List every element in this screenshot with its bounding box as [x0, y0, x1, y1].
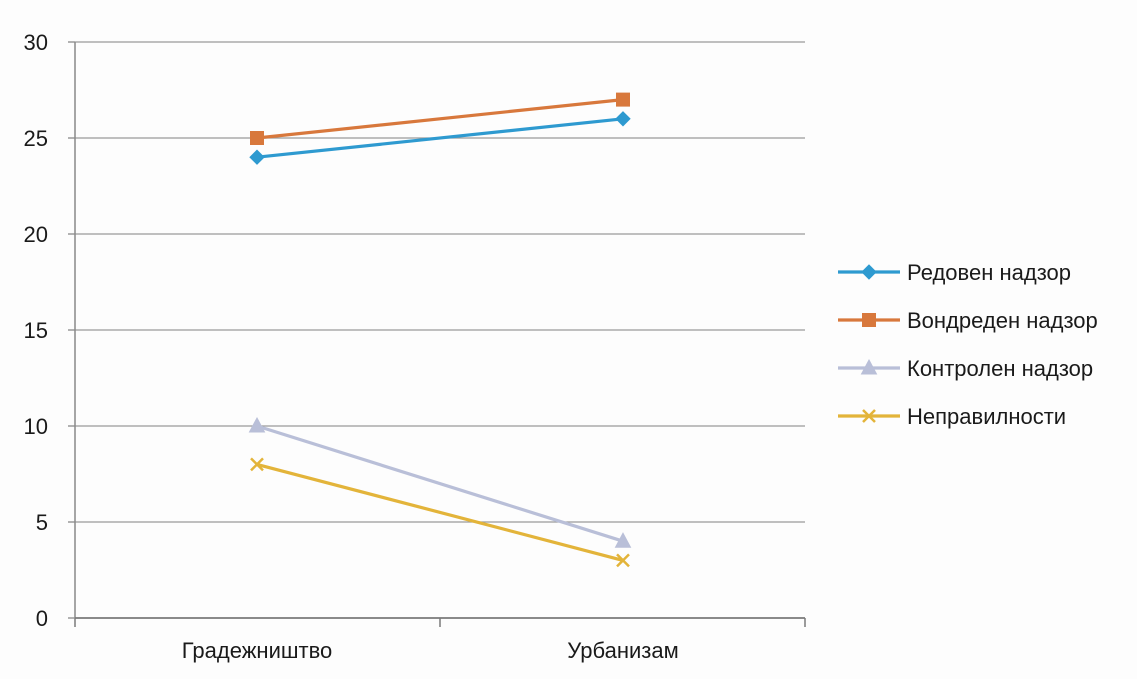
y-tick-label: 10 [24, 414, 48, 439]
series-4-line [256, 462, 624, 562]
legend: Редовен надзор Вондреден надзор Контролен … [838, 260, 1098, 429]
series-2-line [256, 98, 624, 140]
legend-item-3: Контролен надзор [838, 356, 1093, 381]
series-1-point-2 [615, 111, 631, 127]
axes: 0 5 10 15 20 25 30 Градежништво Урбанизам [24, 30, 806, 663]
series-3-group [248, 416, 632, 548]
series-4-point-1 [250, 457, 264, 472]
legend-label: Редовен надзор [907, 260, 1071, 285]
series-2-point-2 [616, 92, 630, 107]
x-tick-label: Урбанизам [567, 638, 678, 663]
series-1-group [249, 111, 631, 165]
y-tick-label: 20 [24, 222, 48, 247]
series-3-point-2 [614, 532, 632, 548]
y-tick-label: 25 [24, 126, 48, 151]
legend-item-1: Редовен надзор [838, 260, 1071, 285]
grid-lines [75, 41, 805, 523]
y-tick-label: 0 [36, 606, 48, 631]
legend-item-2: Вондреден надзор [838, 308, 1098, 333]
legend-swatch-marker [862, 313, 876, 327]
y-tick-label: 15 [24, 318, 48, 343]
legend-label: Неправилности [907, 404, 1066, 429]
series-2-group [250, 92, 630, 145]
y-tick-label: 5 [36, 510, 48, 535]
y-tick-label: 30 [24, 30, 48, 55]
series-4-group [250, 457, 630, 568]
series-1-line [256, 117, 624, 159]
series-4-point-2 [616, 553, 630, 568]
series-3-point-1 [248, 416, 266, 433]
legend-label: Контролен надзор [907, 356, 1093, 381]
legend-swatch-marker [862, 409, 876, 423]
series-1-point-1 [249, 149, 265, 165]
legend-swatch-marker [861, 264, 877, 280]
legend-label: Вондреден надзор [907, 308, 1098, 333]
series-3-line [256, 424, 624, 543]
x-tick-label: Градежништво [182, 638, 333, 663]
legend-swatch-marker [860, 358, 878, 375]
series-lines [248, 92, 632, 568]
series-2-point-1 [250, 131, 264, 145]
legend-item-4: Неправилности [838, 404, 1066, 429]
